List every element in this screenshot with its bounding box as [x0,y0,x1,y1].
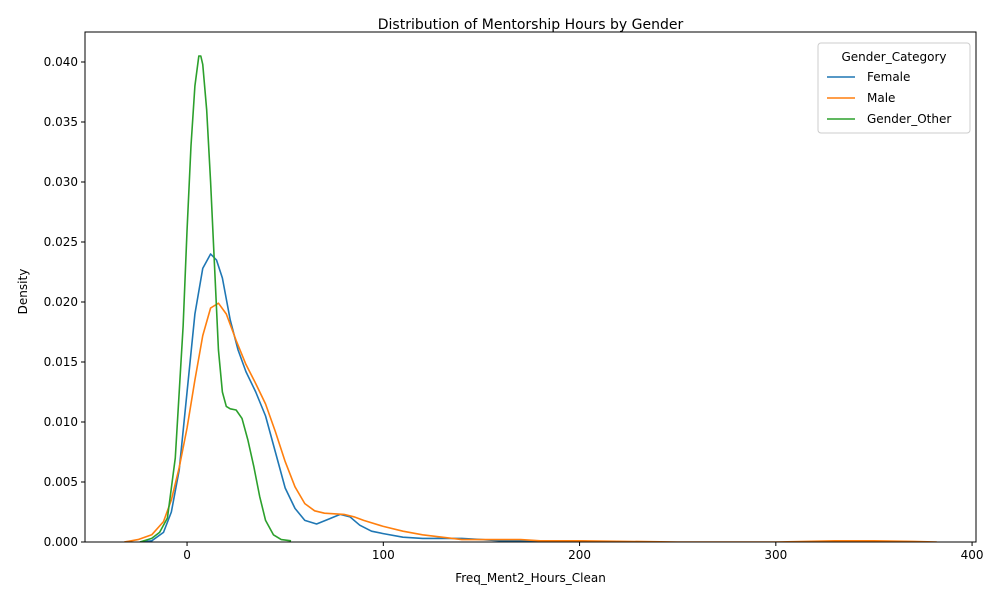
y-tick-label: 0.015 [44,355,78,369]
y-tick-label: 0.040 [44,55,78,69]
legend-item: Gender_Other [827,112,951,126]
x-tick-label: 100 [372,548,395,562]
series-line-female [139,253,627,542]
y-tick-label: 0.030 [44,175,78,189]
x-tick-label: 200 [568,548,591,562]
y-tick-label: 0.010 [44,415,78,429]
y-axis-label: Density [16,269,30,315]
chart-title: Distribution of Mentorship Hours by Gend… [378,17,684,33]
legend-label: Female [867,70,910,84]
legend-title: Gender_Category [841,50,946,64]
y-tick-label: 0.005 [44,475,78,489]
y-tick-label: 0.035 [44,115,78,129]
legend-frame [817,42,971,134]
x-tick-label: 0 [183,548,191,562]
x-axis-label: Freq_Ment2_Hours_Clean [455,571,606,585]
y-tick-label: 0.020 [44,295,78,309]
legend-label: Gender_Other [867,112,951,126]
legend-item: Female [827,70,910,84]
legend-item: Male [827,91,895,105]
series-line-gender-other [139,55,292,542]
axes-frame [84,31,977,543]
legend-label: Male [867,91,895,105]
x-tick-label: 300 [764,548,787,562]
y-tick-label: 0.025 [44,235,78,249]
x-tick-label: 400 [961,548,984,562]
legend-items: Female Male Gender_Other [827,70,951,126]
plot-area: 0 100 200 300 400 0.000 0.005 0.010 0.015 0.020 0.… [44,31,984,562]
y-tick-label: 0.000 [44,535,78,549]
series-group [124,55,937,542]
series-line-male [124,302,937,542]
legend: Gender_Category Female Male Gender_Other [817,42,971,134]
